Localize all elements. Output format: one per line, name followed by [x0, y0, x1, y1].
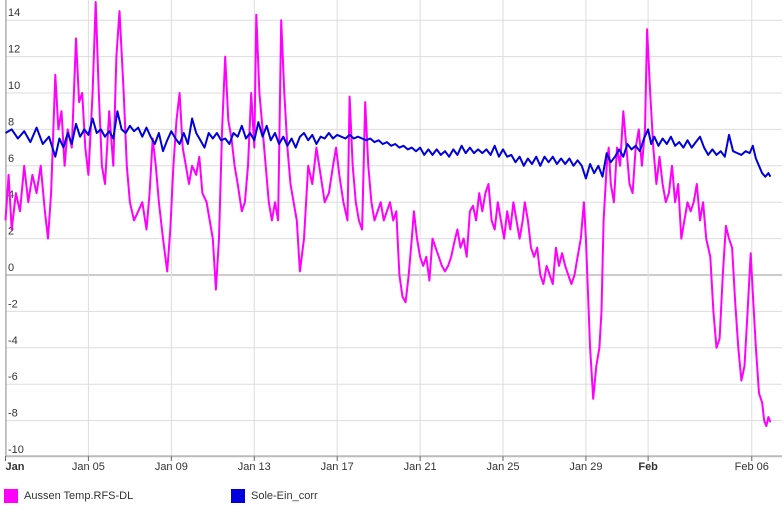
- y-tick-label: -8: [8, 408, 18, 420]
- x-tick-label: Feb 06: [735, 461, 769, 473]
- y-tick-label: 12: [8, 44, 20, 56]
- y-tick-label: 10: [8, 80, 20, 92]
- y-tick-label: -4: [8, 335, 18, 347]
- x-tick-label: Jan 21: [404, 461, 437, 473]
- legend-swatch-aussen: [4, 489, 18, 503]
- y-tick-label: -6: [8, 371, 18, 383]
- y-tick-label: -10: [8, 444, 24, 456]
- legend: Aussen Temp.RFS-DL Sole-Ein_corr: [0, 489, 784, 509]
- x-tick-label: Jan 25: [487, 461, 520, 473]
- y-tick-label: -2: [8, 298, 18, 310]
- y-tick-label: 2: [8, 226, 14, 238]
- legend-label-aussen: Aussen Temp.RFS-DL: [24, 490, 134, 502]
- legend-item-sole[interactable]: Sole-Ein_corr: [231, 489, 318, 503]
- x-tick-label: Jan 09: [155, 461, 188, 473]
- legend-item-aussen[interactable]: Aussen Temp.RFS-DL: [4, 489, 133, 503]
- x-tick-label: Jan 13: [238, 461, 271, 473]
- x-axis-ticks: Jan Jan 05 Jan 09 Jan 13 Jan 17 Jan 21 Jan 25 J…: [6, 461, 769, 473]
- legend-swatch-sole: [231, 489, 245, 503]
- y-tick-label: 14: [8, 7, 20, 19]
- series-line-aussen: [4, 1, 772, 428]
- y-tick-label: 4: [8, 189, 14, 201]
- y-axis-ticks: -10 -8 -6 -4 -2 0 2 4 6 8 10 12 14: [8, 7, 24, 456]
- y-tick-label: 0: [8, 262, 14, 274]
- legend-label-sole: Sole-Ein_corr: [251, 490, 318, 502]
- x-tick-label: Jan: [6, 461, 25, 473]
- series-lines: [4, 1, 772, 428]
- y-tick-label: 6: [8, 153, 14, 165]
- x-tick-label: Jan 29: [569, 461, 602, 473]
- y-tick-label: 8: [8, 116, 14, 128]
- x-tick-label: Jan 17: [321, 461, 354, 473]
- x-tick-label: Jan 05: [72, 461, 105, 473]
- series-line-sole: [4, 110, 772, 180]
- x-tick-label: Feb: [638, 461, 658, 473]
